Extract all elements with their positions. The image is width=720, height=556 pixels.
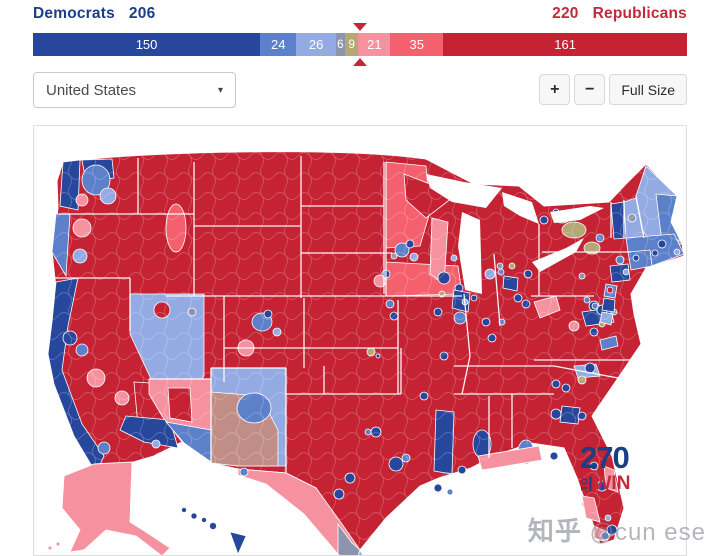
seat-bar-segment-safe-republican[interactable]: 161 (443, 33, 687, 56)
full-size-label: Full Size (621, 81, 675, 98)
seat-bar-segment-lean-democrat[interactable]: 26 (296, 33, 336, 56)
zoom-in-button[interactable]: + (539, 74, 571, 105)
seat-bar-segment-likely-democrat[interactable]: 24 (260, 33, 297, 56)
seat-distribution-bar: 150 24 26 6 9 21 35 161 (33, 33, 687, 56)
democrats-label: Democrats (33, 5, 115, 22)
full-size-button[interactable]: Full Size (609, 74, 687, 105)
chevron-down-icon: ▾ (217, 84, 223, 96)
zoom-out-button[interactable]: − (574, 74, 606, 105)
democrats-seat-count: 206 (128, 5, 156, 22)
region-select[interactable]: United States ▾ (33, 72, 236, 108)
region-select-value: United States (46, 81, 137, 99)
seat-bar-segment-tilt-democrat[interactable]: 6 (335, 33, 345, 56)
map-zoom-buttons: + − Full Size (539, 74, 687, 105)
majority-marker-bottom-icon (353, 58, 367, 66)
republicans-seat-count: 220 (552, 5, 579, 22)
us-district-map[interactable]: 270 TO WIN (33, 125, 687, 556)
majority-marker-top-icon (353, 23, 367, 31)
seat-bar-wrap: 150 24 26 6 9 21 35 161 (33, 23, 687, 66)
270towin-logo: 270 TO WIN (579, 440, 631, 494)
democrats-total: Democrats 206 (33, 5, 155, 23)
seat-bar-segment-toss-up[interactable]: 9 (344, 33, 359, 56)
map-controls-row: United States ▾ + − Full Size (33, 72, 687, 109)
us-district-map-svg (47, 151, 685, 555)
republicans-total: 220 Republicans (552, 5, 687, 23)
270towin-logo-win: WIN (593, 473, 631, 494)
plus-icon: + (550, 80, 560, 98)
race-totals-header: Democrats 206 220 Republicans (33, 5, 687, 23)
seat-bar-segment-lean-republican[interactable]: 35 (390, 33, 444, 56)
republicans-label: Republicans (592, 5, 687, 22)
seat-bar-segment-tilt-republican[interactable]: 21 (358, 33, 391, 56)
270towin-logo-to: TO (579, 476, 592, 491)
zhihu-logo-text: 知乎 (527, 516, 582, 546)
zhihu-watermark: 知乎 @cun ese (528, 511, 706, 548)
watermark-handle: @cun ese (581, 519, 706, 546)
270towin-logo-number: 270 (580, 440, 630, 475)
seat-bar-segment-safe-democrat[interactable]: 150 (33, 33, 261, 56)
minus-icon: − (585, 80, 595, 98)
